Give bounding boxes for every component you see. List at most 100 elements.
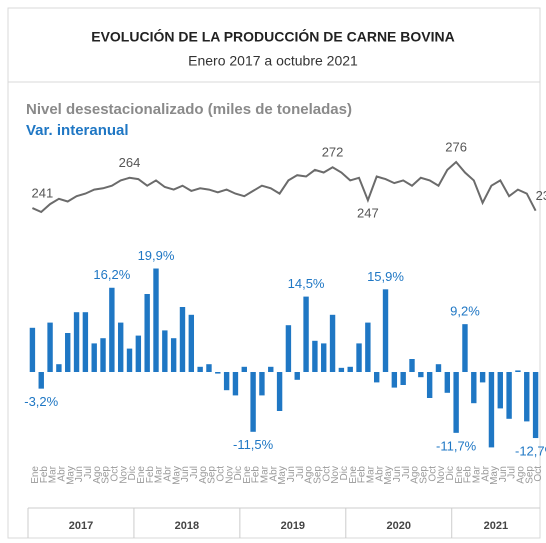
x-tick-label: Abr [480,465,491,481]
x-tick-label: Mar [366,465,377,483]
bar [347,366,353,372]
bar [47,322,53,372]
bar [268,366,274,372]
bar [29,327,36,372]
bar [188,314,195,372]
bar [532,372,539,439]
bar [117,322,124,372]
bar [276,372,283,411]
x-tick-label: Nov [118,466,129,484]
bar [400,372,406,385]
x-tick-label: Oct [215,466,226,482]
bar [179,307,186,372]
bar [73,312,80,372]
bar [382,289,389,372]
x-tick-label: Jul [401,466,412,479]
x-tick-label: Jul [507,466,518,479]
x-tick-label: Ago [198,466,209,484]
x-tick-label: Oct [321,466,332,482]
bar [365,322,371,372]
bar-label: 19,9% [138,248,175,263]
x-tick-label: May [383,466,394,485]
x-tick-label: Sep [524,466,535,484]
bar [285,325,292,372]
x-tick-label: Dic [233,466,244,480]
bar [453,372,459,433]
x-tick-label: Ene [348,466,359,484]
x-tick-label: Ago [304,466,315,484]
bar [524,372,530,422]
bar [303,296,309,372]
bar [338,367,345,372]
bar [144,294,150,372]
legend-line: Nivel desestacionalizado (miles de tonel… [26,101,352,118]
line-label: 247 [357,206,379,221]
x-tick-label: Oct [110,466,121,482]
bar [329,314,336,372]
x-tick-label: Oct [427,466,438,482]
x-tick-label: Abr [57,465,68,481]
x-tick-label: Mar [471,465,482,483]
bar [373,372,380,383]
bar [56,364,62,372]
x-tick-label: Jun [392,466,403,482]
bar [82,312,89,372]
bar-label: -11,5% [233,437,274,452]
bar [135,335,142,372]
bar [506,372,512,419]
x-tick-label: Ago [516,466,527,484]
bar [426,372,433,398]
bar [321,343,327,372]
x-tick-label: Jun [498,466,509,482]
x-tick-label: Nov [224,466,235,484]
x-tick-label: Jun [286,466,297,482]
x-tick-label: Feb [145,466,156,484]
bar-label: -12,7% [515,443,546,458]
year-label: 2019 [281,520,305,532]
bar-label: 9,2% [450,304,480,319]
bar [471,372,477,404]
x-tick-label: Sep [207,466,218,484]
bar [153,268,159,372]
x-tick-label: May [277,466,288,485]
level-line [31,160,537,214]
bar [65,333,71,372]
x-tick-label: Jun [74,466,85,482]
x-tick-label: Sep [418,466,429,484]
bar [356,343,362,372]
x-tick-label: Mar [48,465,59,483]
legend-bar: Var. interanual [26,122,129,139]
bar [126,348,133,372]
bar-label: 14,5% [288,276,325,291]
line-label: 241 [32,185,54,200]
line-label: 264 [119,155,141,170]
chart-title: EVOLUCIÓN DE LA PRODUCCIÓN DE CARNE BOVI… [91,28,455,45]
x-tick-label: Mar [260,465,271,483]
year-label: 2021 [484,520,508,532]
line-label: 239 [536,188,546,203]
bar-label: -3,2% [24,394,58,409]
x-tick-label: Sep [313,466,324,484]
x-tick-label: Feb [39,466,50,484]
x-tick-label: Nov [330,466,341,484]
x-tick-label: Feb [251,466,262,484]
bar-label: -11,7% [436,438,477,453]
x-tick-label: Feb [357,466,368,484]
x-tick-label: Oct [533,466,544,482]
x-tick-label: May [65,466,76,485]
x-tick-label: Ago [92,466,103,484]
bar [38,372,44,389]
year-label: 2018 [175,520,199,532]
x-tick-label: Ene [242,466,253,484]
bar [215,372,221,374]
x-tick-label: Feb [463,466,474,484]
x-tick-label: Dic [339,466,350,480]
bar [162,330,168,372]
year-label: 2017 [69,520,93,532]
x-tick-label: Ene [136,466,147,484]
bar [479,372,486,383]
x-tick-label: Nov [436,466,447,484]
bar [109,287,115,372]
x-tick-label: Mar [154,465,165,483]
